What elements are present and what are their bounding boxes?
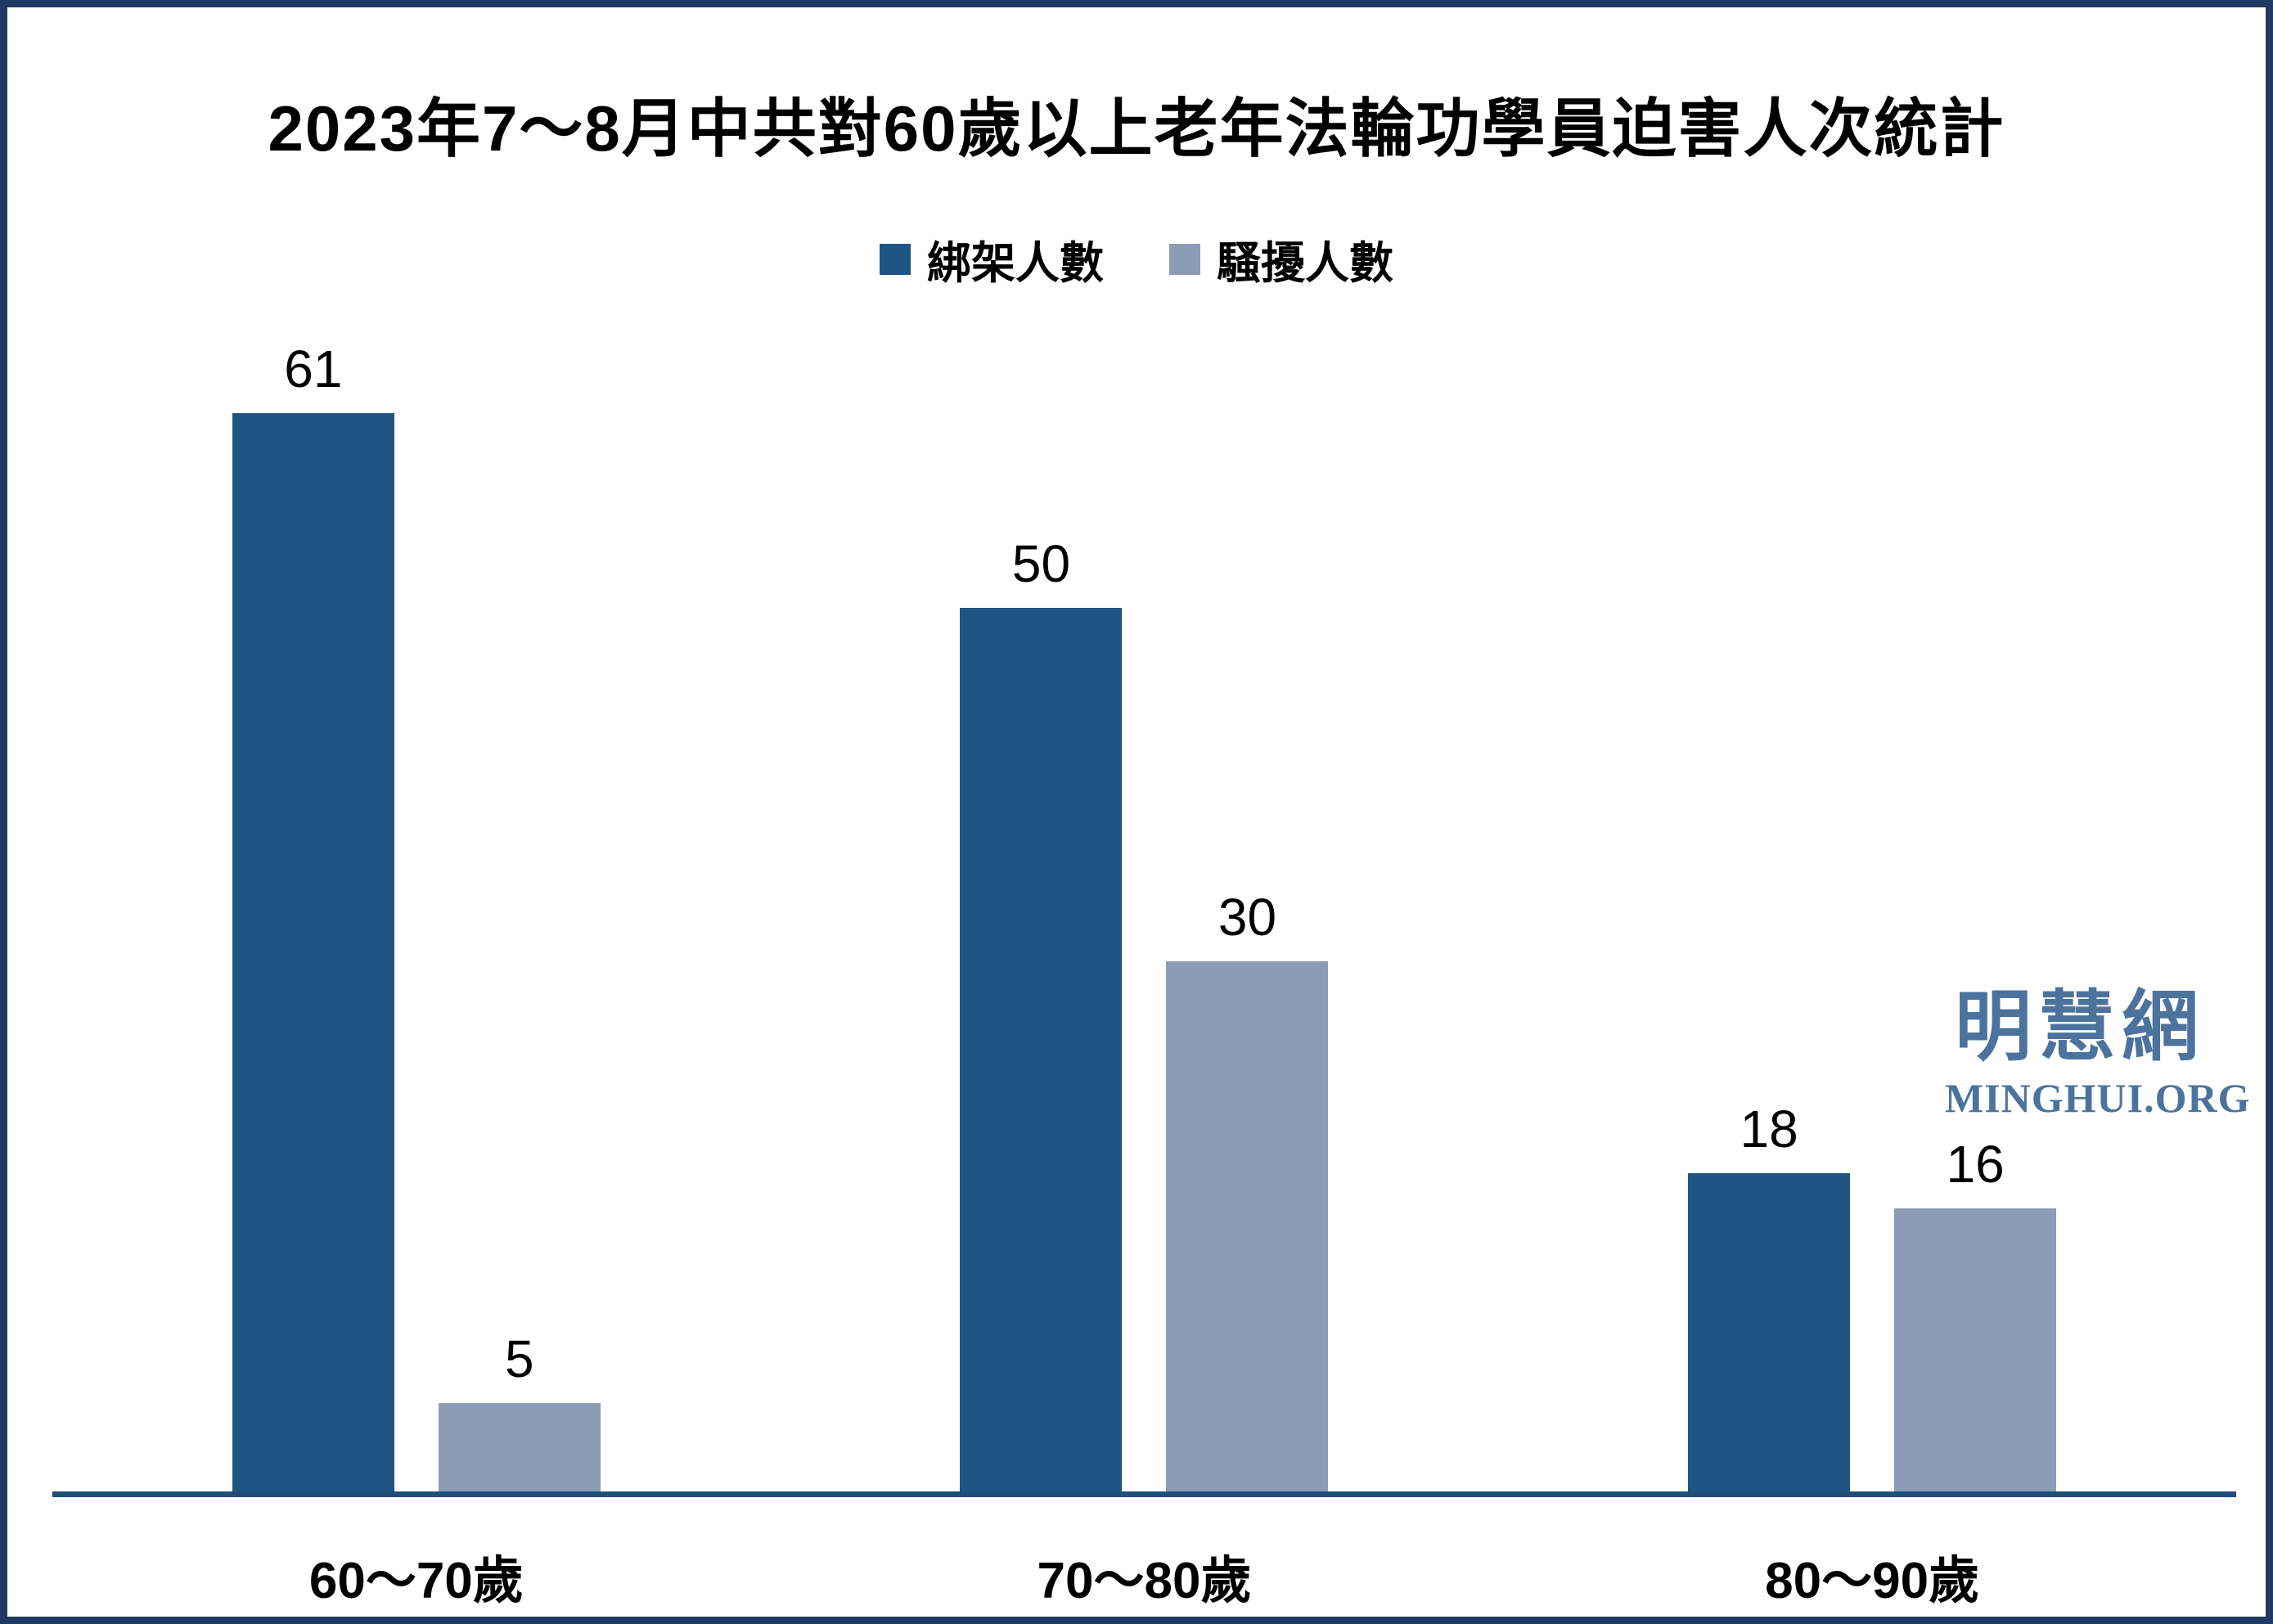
x-axis-line	[52, 1491, 2236, 1497]
bar-harassed	[1166, 961, 1329, 1491]
category-label: 60～70歲	[308, 1553, 524, 1609]
category-label: 70～80歲	[1037, 1553, 1252, 1609]
bar-group: 50 30	[960, 534, 1329, 1491]
category-axis: 60～70歲 70～80歲 80～90歲	[52, 1539, 2236, 1613]
value-label: 30	[1218, 888, 1277, 947]
legend-item: 騷擾人數	[1169, 227, 1393, 291]
value-label: 50	[1011, 534, 1071, 593]
bar-kidnapped	[960, 608, 1123, 1491]
bar-group: 18 16	[1688, 1100, 2057, 1491]
bar-wrap: 18	[1688, 1100, 1851, 1491]
bar-wrap: 5	[438, 1329, 601, 1491]
bar-group: 61 5	[232, 343, 601, 1491]
bar-wrap: 50	[960, 534, 1123, 1491]
legend-item: 綁架人數	[880, 227, 1104, 291]
watermark-logo-text: 明慧網	[1954, 983, 2205, 1069]
watermark-url-text: MINGHUI.ORG	[1945, 1075, 2251, 1122]
bar-wrap: 61	[232, 343, 394, 1491]
legend-swatch-icon	[1169, 243, 1200, 275]
chart-title: 2023年7～8月中共對60歲以上老年法輪功學員迫害人次統計	[268, 92, 2005, 164]
legend: 綁架人數 騷擾人數	[7, 227, 2266, 291]
bar-kidnapped	[232, 413, 394, 1491]
watermark: 明慧網 MINGHUI.ORG	[1945, 983, 2251, 1122]
value-label: 16	[1946, 1135, 2005, 1194]
bar-wrap: 16	[1894, 1135, 2057, 1491]
bar-wrap: 30	[1166, 888, 1329, 1491]
value-label: 18	[1740, 1100, 1798, 1158]
bar-harassed	[1894, 1208, 2057, 1491]
value-label: 5	[505, 1329, 534, 1388]
bar-kidnapped	[1688, 1173, 1851, 1491]
plot-area: 61 5 50 30 18 16	[52, 343, 2236, 1491]
category-label: 80～90歲	[1765, 1553, 1980, 1609]
legend-label: 騷擾人數	[1217, 239, 1393, 288]
legend-swatch-icon	[880, 243, 911, 275]
legend-label: 綁架人數	[927, 239, 1104, 288]
value-label: 61	[284, 340, 343, 398]
bar-harassed	[438, 1403, 601, 1491]
